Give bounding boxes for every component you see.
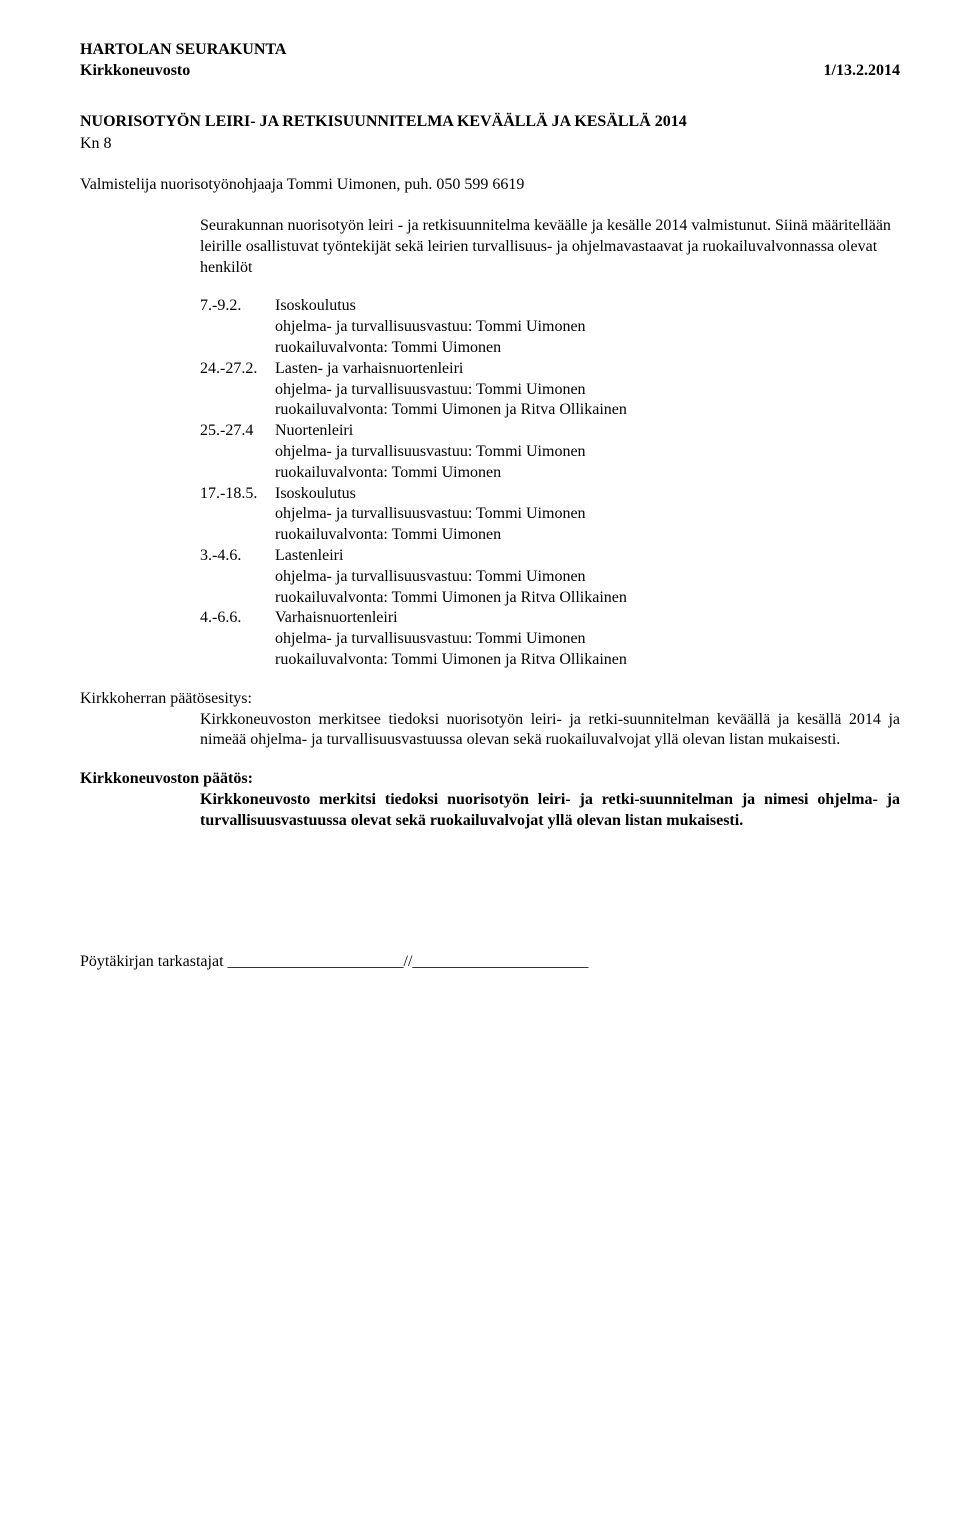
schedule-event-name: Nuortenleiri: [275, 421, 900, 442]
schedule-body: Lastenleiriohjelma- ja turvallisuusvastu…: [275, 546, 900, 608]
schedule-detail-line: ohjelma- ja turvallisuusvastuu: Tommi Ui…: [275, 629, 900, 650]
decision-body: Kirkkoneuvosto merkitsi tiedoksi nuoriso…: [200, 790, 900, 832]
schedule-date: 17.-18.5.: [200, 484, 275, 546]
schedule-detail-line: ruokailuvalvonta: Tommi Uimonen ja Ritva…: [275, 650, 900, 671]
board-name: Kirkkoneuvosto: [80, 61, 286, 82]
schedule-row: 7.-9.2.Isoskoulutusohjelma- ja turvallis…: [200, 296, 900, 358]
doc-title: NUORISOTYÖN LEIRI- JA RETKISUUNNITELMA K…: [80, 112, 900, 133]
schedule-row: 25.-27.4Nuortenleiriohjelma- ja turvalli…: [200, 421, 900, 483]
footer: Pöytäkirjan tarkastajat ________________…: [80, 952, 900, 973]
schedule-row: 4.-6.6.Varhaisnuortenleiriohjelma- ja tu…: [200, 608, 900, 670]
schedule-date: 7.-9.2.: [200, 296, 275, 358]
schedule-detail-line: ruokailuvalvonta: Tommi Uimonen: [275, 338, 900, 359]
schedule-body: Varhaisnuortenleiriohjelma- ja turvallis…: [275, 608, 900, 670]
doc-reference: 1/13.2.2014: [824, 61, 900, 82]
preparer-line: Valmistelija nuorisotyönohjaaja Tommi Ui…: [80, 175, 900, 196]
schedule-detail-line: ruokailuvalvonta: Tommi Uimonen: [275, 525, 900, 546]
org-name: HARTOLAN SEURAKUNTA: [80, 40, 286, 61]
proposal-body: Kirkkoneuvoston merkitsee tiedoksi nuori…: [200, 710, 900, 752]
schedule-row: 17.-18.5.Isoskoulutusohjelma- ja turvall…: [200, 484, 900, 546]
schedule-date: 3.-4.6.: [200, 546, 275, 608]
decision-heading: Kirkkoneuvoston päätös:: [80, 769, 900, 790]
schedule-event-name: Lastenleiri: [275, 546, 900, 567]
intro-paragraph: Seurakunnan nuorisotyön leiri - ja retki…: [200, 216, 900, 278]
schedule-event-name: Isoskoulutus: [275, 296, 900, 317]
schedule-detail-line: ohjelma- ja turvallisuusvastuu: Tommi Ui…: [275, 317, 900, 338]
header-right: 1/13.2.2014: [824, 40, 900, 82]
schedule-body: Isoskoulutusohjelma- ja turvallisuusvast…: [275, 484, 900, 546]
schedule-date: 25.-27.4: [200, 421, 275, 483]
schedule-detail-line: ohjelma- ja turvallisuusvastuu: Tommi Ui…: [275, 504, 900, 525]
schedule-list: 7.-9.2.Isoskoulutusohjelma- ja turvallis…: [200, 296, 900, 670]
schedule-body: Isoskoulutusohjelma- ja turvallisuusvast…: [275, 296, 900, 358]
schedule-body: Nuortenleiriohjelma- ja turvallisuusvast…: [275, 421, 900, 483]
schedule-row: 24.-27.2.Lasten- ja varhaisnuortenleirio…: [200, 359, 900, 421]
schedule-detail-line: ohjelma- ja turvallisuusvastuu: Tommi Ui…: [275, 567, 900, 588]
footer-label: Pöytäkirjan tarkastajat: [80, 953, 224, 970]
proposal-heading: Kirkkoherran päätösesitys:: [80, 689, 900, 710]
header-left: HARTOLAN SEURAKUNTA Kirkkoneuvosto: [80, 40, 286, 82]
page-header: HARTOLAN SEURAKUNTA Kirkkoneuvosto 1/13.…: [80, 40, 900, 82]
schedule-detail-line: ohjelma- ja turvallisuusvastuu: Tommi Ui…: [275, 442, 900, 463]
schedule-date: 24.-27.2.: [200, 359, 275, 421]
schedule-event-name: Varhaisnuortenleiri: [275, 608, 900, 629]
schedule-body: Lasten- ja varhaisnuortenleiriohjelma- j…: [275, 359, 900, 421]
body-block: Seurakunnan nuorisotyön leiri - ja retki…: [200, 216, 900, 671]
schedule-detail-line: ruokailuvalvonta: Tommi Uimonen: [275, 463, 900, 484]
kn-number: Kn 8: [80, 134, 900, 155]
schedule-row: 3.-4.6.Lastenleiriohjelma- ja turvallisu…: [200, 546, 900, 608]
schedule-event-name: Isoskoulutus: [275, 484, 900, 505]
schedule-detail-line: ruokailuvalvonta: Tommi Uimonen ja Ritva…: [275, 588, 900, 609]
footer-sigline: ______________________//________________…: [228, 953, 589, 970]
schedule-event-name: Lasten- ja varhaisnuortenleiri: [275, 359, 900, 380]
schedule-detail-line: ruokailuvalvonta: Tommi Uimonen ja Ritva…: [275, 400, 900, 421]
schedule-detail-line: ohjelma- ja turvallisuusvastuu: Tommi Ui…: [275, 380, 900, 401]
schedule-date: 4.-6.6.: [200, 608, 275, 670]
